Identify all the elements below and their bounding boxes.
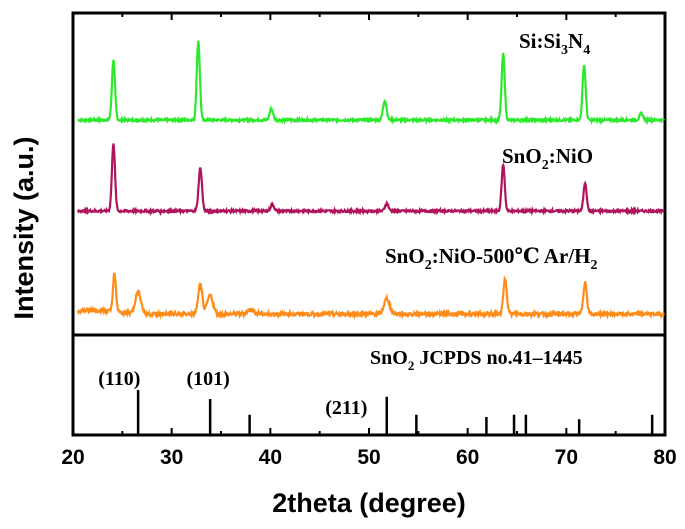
x-tick-label: 30 (160, 446, 183, 469)
x-tick-label: 40 (259, 446, 282, 469)
series-label-si: Si:Si3N4 (519, 29, 590, 58)
x-tick-label: 60 (456, 446, 479, 469)
plane-annotation: (101) (187, 368, 230, 390)
y-axis-title: Intensity (a.u.) (9, 136, 39, 319)
series-label-sno2-nio: SnO2:NiO (502, 144, 593, 173)
series-line (76, 143, 665, 217)
x-tick-label: 20 (61, 446, 84, 469)
plane-annotation: (110) (98, 368, 140, 390)
series-line (76, 272, 665, 321)
series-label-sno2-nio-500: SnO2:NiO-500℃ Ar/H2 (385, 244, 597, 273)
x-axis-title: 2theta (degree) (272, 488, 466, 518)
x-tick-label: 80 (653, 446, 676, 469)
x-tick-label: 50 (357, 446, 380, 469)
reference-label: SnO2 JCPDS no.41–1445 (370, 347, 583, 373)
series-line (77, 40, 665, 126)
plane-annotation: (211) (325, 397, 367, 419)
x-tick-label: 70 (555, 446, 578, 469)
upper-plot-frame (71, 11, 667, 337)
